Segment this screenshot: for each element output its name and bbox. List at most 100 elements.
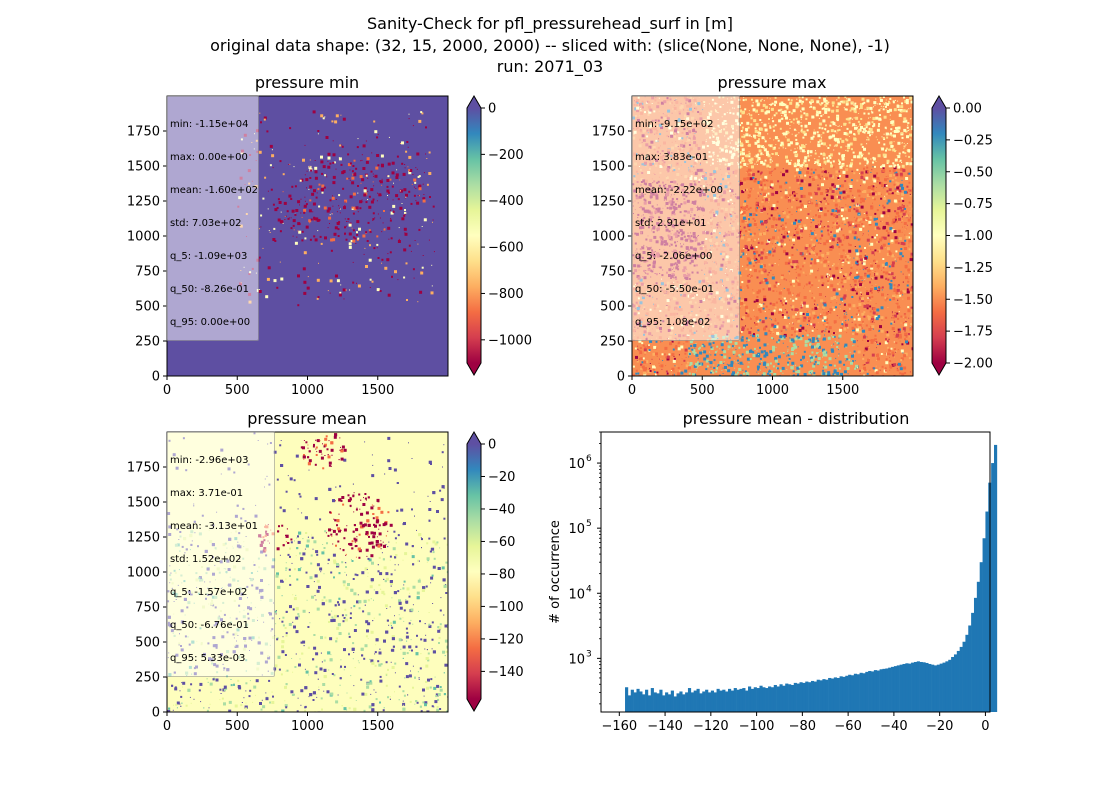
- heatmap-pixel: [304, 196, 306, 198]
- heatmap-pixel: [739, 274, 742, 277]
- heatmap-pixel: [784, 217, 786, 219]
- heatmap-pixel: [881, 221, 883, 223]
- heatmap-pixel: [757, 258, 759, 260]
- heatmap-pixel: [871, 285, 873, 286]
- heatmap-pixel: [754, 137, 757, 139]
- heatmap-pixel: [355, 167, 358, 170]
- heatmap-pixel: [857, 212, 861, 216]
- heatmap-pixel: [399, 206, 403, 210]
- heatmap-pixel: [756, 322, 758, 323]
- heatmap-pixel: [814, 306, 818, 310]
- heatmap-pixel: [824, 194, 826, 196]
- heatmap-pixel: [769, 185, 772, 188]
- heatmap-pixel: [887, 175, 889, 177]
- heatmap-pixel: [697, 365, 699, 367]
- heatmap-pixel: [908, 108, 910, 110]
- heatmap-pixel: [740, 338, 744, 342]
- heatmap-pixel: [884, 341, 888, 345]
- heatmap-pixel: [858, 151, 862, 155]
- heatmap-pixel: [404, 232, 406, 234]
- heatmap-pixel: [805, 329, 807, 332]
- heatmap-pixel: [899, 367, 903, 371]
- heatmap-pixel: [344, 199, 348, 203]
- heatmap-pixel: [882, 236, 885, 239]
- heatmap-pixel: [357, 237, 360, 240]
- heatmap-pixel: [782, 325, 786, 329]
- heatmap-pixel: [833, 308, 836, 311]
- heatmap-pixel: [822, 305, 826, 309]
- heatmap-pixel: [849, 117, 852, 120]
- heatmap-pixel: [812, 374, 816, 376]
- heatmap-pixel: [365, 187, 367, 189]
- heatmap-pixel: [721, 370, 723, 371]
- heatmap-pixel: [353, 207, 357, 211]
- heatmap-pixel: [903, 290, 907, 294]
- heatmap-pixel: [835, 210, 838, 212]
- heatmap-pixel: [768, 118, 770, 120]
- heatmap-pixel: [871, 317, 874, 321]
- heatmap-pixel: [797, 273, 801, 277]
- heatmap-pixel: [846, 332, 848, 334]
- figure-title-line-3: run: 2071_03: [497, 57, 603, 77]
- heatmap-pixel: [415, 167, 417, 169]
- heatmap-pixel: [745, 133, 749, 137]
- heatmap-pixel: [345, 225, 347, 227]
- heatmap-pixel: [845, 278, 847, 280]
- heatmap-pixel: [855, 325, 857, 327]
- heatmap-pixel: [762, 103, 766, 107]
- heatmap-pixel: [856, 155, 860, 159]
- heatmap-pixel: [740, 274, 742, 275]
- heatmap-pixel: [895, 260, 897, 262]
- heatmap-pixel: [834, 340, 836, 342]
- heatmap-pixel: [848, 208, 851, 212]
- heatmap-pixel: [875, 161, 877, 162]
- heatmap-pixel: [790, 196, 792, 198]
- heatmap-pixel: [889, 365, 893, 369]
- heatmap-pixel: [769, 180, 773, 184]
- heatmap-pixel: [815, 252, 819, 256]
- heatmap-pixel: [661, 353, 664, 356]
- heatmap-pixel: [408, 118, 410, 120]
- heatmap-pixel: [358, 227, 361, 231]
- heatmap-pixel: [891, 286, 894, 289]
- heatmap-pixel: [870, 185, 873, 188]
- heatmap-pixel: [799, 145, 801, 147]
- heatmap-pixel: [867, 358, 870, 362]
- heatmap-pixel: [269, 144, 273, 148]
- heatmap-pixel: [901, 216, 903, 218]
- heatmap-pixel: [870, 266, 874, 270]
- heatmap-pixel: [274, 208, 278, 212]
- heatmap-pixel: [897, 229, 901, 233]
- heatmap-pixel: [849, 351, 851, 353]
- heatmap-pixel: [293, 229, 295, 231]
- heatmap-pixel: [292, 224, 295, 227]
- heatmap-pixel: [850, 266, 853, 269]
- heatmap-pixel: [787, 316, 790, 319]
- heatmap-pixel: [910, 107, 911, 109]
- heatmap-pixel: [814, 175, 818, 179]
- heatmap-pixel: [820, 192, 824, 196]
- heatmap-pixel: [739, 124, 742, 127]
- heatmap-pixel: [853, 133, 856, 136]
- heatmap-pixel: [674, 346, 678, 350]
- heatmap-pixel: [825, 275, 828, 278]
- y-tick-label: 1250: [127, 195, 160, 210]
- heatmap-pixel: [752, 213, 756, 216]
- heatmap-pixel: [823, 264, 827, 268]
- heatmap-pixel: [789, 119, 791, 120]
- heatmap-pixel: [755, 250, 759, 254]
- heatmap-pixel: [898, 237, 902, 241]
- heatmap-pixel: [894, 312, 896, 314]
- heatmap-pixel: [381, 231, 383, 233]
- heatmap-pixel: [692, 350, 696, 354]
- heatmap-pixel: [789, 101, 793, 105]
- heatmap-pixel: [417, 195, 419, 197]
- heatmap-pixel: [889, 227, 893, 231]
- heatmap-pixel: [858, 300, 860, 302]
- heatmap-pixel: [836, 315, 838, 317]
- heatmap-pixel: [660, 358, 662, 360]
- heatmap-pixel: [900, 357, 904, 361]
- heatmap-pixel: [909, 133, 912, 137]
- heatmap-pixel: [762, 232, 766, 236]
- heatmap-pixel: [843, 196, 847, 200]
